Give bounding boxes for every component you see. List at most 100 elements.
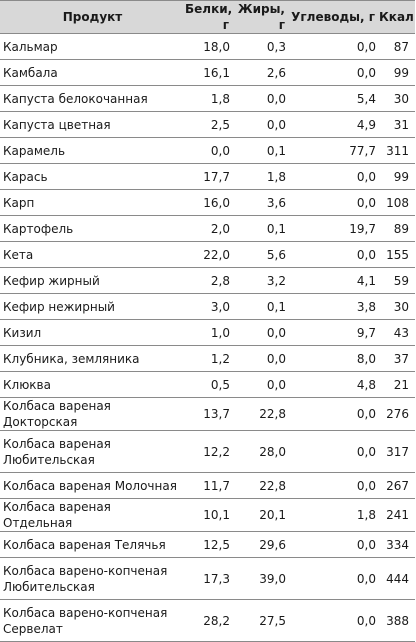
kcal-cell: 31 [379,111,415,138]
table-header-row: Продукт Белки, г Жиры, г Углеводы, г Кка… [0,0,415,34]
carbs-cell: 3,8 [289,293,379,320]
table-row: Камбала 16,1 2,6 0,0 99 [0,59,415,86]
fat-cell: 0,1 [233,293,289,320]
fat-cell: 22,8 [233,397,289,431]
kcal-cell: 21 [379,371,415,398]
kcal-cell: 99 [379,163,415,190]
kcal-cell: 30 [379,293,415,320]
kcal-cell: 37 [379,345,415,372]
table-row: Колбаса вареная Молочная 11,7 22,8 0,0 2… [0,472,415,499]
table-row: Колбаса варено-копченая Любительская 17,… [0,557,415,600]
protein-cell: 3,0 [185,293,233,320]
fat-cell: 3,2 [233,267,289,294]
kcal-cell: 276 [379,397,415,431]
protein-cell: 2,8 [185,267,233,294]
table-row: Колбаса вареная Телячья 12,5 29,6 0,0 33… [0,531,415,558]
carbs-cell: 0,0 [289,163,379,190]
product-name-cell: Карп [0,189,185,216]
fat-cell: 3,6 [233,189,289,216]
protein-cell: 17,7 [185,163,233,190]
kcal-cell: 108 [379,189,415,216]
fat-cell: 0,0 [233,85,289,112]
product-name-cell: Карамель [0,137,185,164]
carbs-cell: 0,0 [289,557,379,600]
kcal-cell: 334 [379,531,415,558]
carbs-cell: 77,7 [289,137,379,164]
product-name-cell: Колбаса вареная Любительская [0,430,185,473]
table-row: Капуста белокочанная 1,8 0,0 5,4 30 [0,85,415,112]
kcal-cell: 30 [379,85,415,112]
product-name-cell: Колбаса вареная Отдельная [0,498,185,532]
protein-cell: 0,5 [185,371,233,398]
fat-cell: 0,3 [233,33,289,60]
fat-cell: 0,0 [233,371,289,398]
carbs-cell: 0,0 [289,531,379,558]
product-name-cell: Клубника, земляника [0,345,185,372]
product-name-cell: Кизил [0,319,185,346]
kcal-cell: 89 [379,215,415,242]
product-name-cell: Камбала [0,59,185,86]
kcal-cell: 444 [379,557,415,600]
table-row: Карамель 0,0 0,1 77,7 311 [0,137,415,164]
carbs-cell: 0,0 [289,189,379,216]
table-row: Карп 16,0 3,6 0,0 108 [0,189,415,216]
product-name-cell: Капуста белокочанная [0,85,185,112]
product-name-cell: Колбаса вареная Докторская [0,397,185,431]
carbs-cell: 9,7 [289,319,379,346]
kcal-cell: 99 [379,59,415,86]
table-row: Карась 17,7 1,8 0,0 99 [0,163,415,190]
table-row: Колбаса вареная Отдельная 10,1 20,1 1,8 … [0,498,415,532]
kcal-cell: 87 [379,33,415,60]
table-row: Кефир жирный 2,8 3,2 4,1 59 [0,267,415,294]
protein-cell: 1,0 [185,319,233,346]
carbs-cell: 0,0 [289,472,379,499]
fat-cell: 20,1 [233,498,289,532]
column-header-protein: Белки, г [185,0,233,34]
protein-cell: 16,1 [185,59,233,86]
table-row: Капуста цветная 2,5 0,0 4,9 31 [0,111,415,138]
table-row: Кета 22,0 5,6 0,0 155 [0,241,415,268]
product-name-cell: Кефир нежирный [0,293,185,320]
carbs-cell: 4,9 [289,111,379,138]
product-name-cell: Колбаса вареная Молочная [0,472,185,499]
protein-cell: 2,5 [185,111,233,138]
kcal-cell: 267 [379,472,415,499]
product-name-cell: Картофель [0,215,185,242]
protein-cell: 13,7 [185,397,233,431]
product-name-cell: Кета [0,241,185,268]
product-name-cell: Кефир жирный [0,267,185,294]
carbs-cell: 0,0 [289,33,379,60]
fat-cell: 0,0 [233,345,289,372]
fat-cell: 39,0 [233,557,289,600]
protein-cell: 1,8 [185,85,233,112]
fat-cell: 0,0 [233,319,289,346]
protein-cell: 12,2 [185,430,233,473]
kcal-cell: 311 [379,137,415,164]
carbs-cell: 4,1 [289,267,379,294]
carbs-cell: 0,0 [289,241,379,268]
column-header-product: Продукт [0,0,185,34]
table-row: Кефир нежирный 3,0 0,1 3,8 30 [0,293,415,320]
fat-cell: 0,1 [233,137,289,164]
carbs-cell: 0,0 [289,430,379,473]
protein-cell: 12,5 [185,531,233,558]
carbs-cell: 1,8 [289,498,379,532]
table-row: Клубника, земляника 1,2 0,0 8,0 37 [0,345,415,372]
kcal-cell: 155 [379,241,415,268]
column-header-fat: Жиры, г [233,0,289,34]
product-name-cell: Колбаса варено-копченая Любительская [0,557,185,600]
protein-cell: 17,3 [185,557,233,600]
kcal-cell: 317 [379,430,415,473]
fat-cell: 2,6 [233,59,289,86]
fat-cell: 22,8 [233,472,289,499]
kcal-cell: 43 [379,319,415,346]
table-row: Кальмар 18,0 0,3 0,0 87 [0,33,415,60]
table-body: Кальмар 18,0 0,3 0,0 87 Камбала 16,1 2,6… [0,33,415,642]
kcal-cell: 241 [379,498,415,532]
fat-cell: 5,6 [233,241,289,268]
carbs-cell: 8,0 [289,345,379,372]
product-name-cell: Клюква [0,371,185,398]
fat-cell: 0,1 [233,215,289,242]
protein-cell: 1,2 [185,345,233,372]
